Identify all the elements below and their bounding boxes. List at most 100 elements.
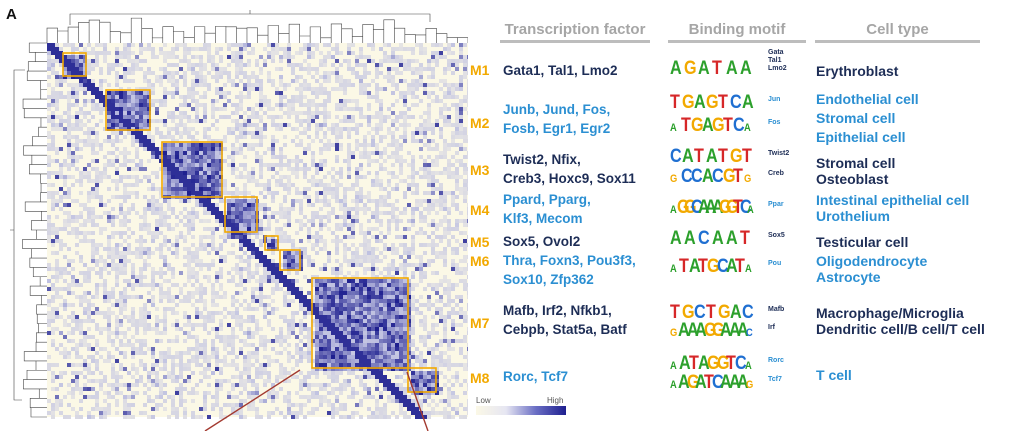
heatmap-cell	[147, 327, 151, 331]
heatmap-cell	[359, 151, 363, 155]
heatmap-cell	[235, 191, 239, 195]
heatmap-cell	[379, 195, 383, 199]
heatmap-cell	[407, 163, 411, 167]
heatmap-cell	[431, 223, 435, 227]
heatmap-cell	[311, 139, 315, 143]
heatmap-cell	[123, 263, 127, 267]
heatmap-cell	[379, 211, 383, 215]
heatmap-cell	[367, 43, 371, 47]
heatmap-cell	[227, 43, 231, 47]
heatmap-cell	[203, 103, 207, 107]
heatmap-cell	[315, 283, 319, 287]
heatmap-cell	[71, 87, 75, 91]
heatmap-cell	[371, 227, 375, 231]
heatmap-cell	[91, 79, 95, 83]
heatmap-cell	[55, 127, 59, 131]
heatmap-cell	[207, 135, 211, 139]
heatmap-cell	[143, 319, 147, 323]
heatmap-cell	[311, 91, 315, 95]
heatmap-cell	[91, 259, 95, 263]
heatmap-cell	[75, 123, 79, 127]
heatmap-cell	[119, 343, 123, 347]
heatmap-cell	[215, 91, 219, 95]
heatmap-cell	[367, 291, 371, 295]
heatmap-cell	[207, 263, 211, 267]
heatmap-cell	[247, 343, 251, 347]
heatmap-cell	[375, 183, 379, 187]
heatmap-cell	[255, 271, 259, 275]
heatmap-cell	[371, 135, 375, 139]
heatmap-cell	[123, 299, 127, 303]
heatmap-cell	[411, 307, 415, 311]
heatmap-cell	[239, 127, 243, 131]
heatmap-cell	[207, 267, 211, 271]
heatmap-cell	[331, 347, 335, 351]
heatmap-cell	[315, 91, 319, 95]
heatmap-cell	[143, 47, 147, 51]
heatmap-cell	[427, 95, 431, 99]
heatmap-cell	[79, 343, 83, 347]
heatmap-cell	[315, 67, 319, 71]
heatmap-cell	[271, 147, 275, 151]
heatmap-cell	[111, 363, 115, 367]
heatmap-cell	[123, 147, 127, 151]
heatmap-cell	[187, 151, 191, 155]
heatmap-cell	[207, 243, 211, 247]
heatmap-cell	[99, 87, 103, 91]
heatmap-cell	[95, 179, 99, 183]
heatmap-cell	[191, 175, 195, 179]
heatmap-cell	[71, 175, 75, 179]
heatmap-cell	[335, 195, 339, 199]
heatmap-cell	[55, 99, 59, 103]
heatmap-cell	[235, 319, 239, 323]
heatmap-cell	[435, 283, 439, 287]
heatmap-cell	[367, 339, 371, 343]
heatmap-cell	[391, 299, 395, 303]
heatmap-cell	[311, 211, 315, 215]
heatmap-cell	[135, 331, 139, 335]
heatmap-cell	[415, 127, 419, 131]
heatmap-cell	[451, 327, 455, 331]
heatmap-cell	[187, 251, 191, 255]
heatmap-cell	[75, 347, 79, 351]
heatmap-cell	[163, 239, 167, 243]
heatmap-cell	[111, 251, 115, 255]
heatmap-cell	[399, 351, 403, 355]
heatmap-cell	[67, 131, 71, 135]
heatmap-cell	[351, 311, 355, 315]
heatmap-cell	[311, 307, 315, 311]
heatmap-cell	[239, 255, 243, 259]
heatmap-cell	[131, 111, 135, 115]
heatmap-cell	[247, 319, 251, 323]
heatmap-cell	[387, 291, 391, 295]
heatmap-cell	[387, 287, 391, 291]
heatmap-cell	[439, 315, 443, 319]
heatmap-cell	[379, 71, 383, 75]
heatmap-cell	[163, 291, 167, 295]
heatmap-cell	[331, 55, 335, 59]
heatmap-cell	[287, 159, 291, 163]
heatmap-cell	[151, 267, 155, 271]
heatmap-cell	[451, 319, 455, 323]
heatmap-cell	[147, 255, 151, 259]
heatmap-cell	[75, 179, 79, 183]
heatmap-cell	[463, 247, 467, 251]
heatmap-cell	[431, 131, 435, 135]
heatmap-cell	[163, 179, 167, 183]
heatmap-cell	[47, 311, 51, 315]
heatmap-cell	[271, 247, 275, 251]
heatmap-cell	[139, 275, 143, 279]
heatmap-cell	[263, 187, 267, 191]
heatmap-cell	[147, 227, 151, 231]
heatmap-cell	[391, 55, 395, 59]
heatmap-cell	[199, 167, 203, 171]
heatmap-cell	[199, 159, 203, 163]
heatmap-cell	[75, 75, 79, 79]
heatmap-cell	[363, 351, 367, 355]
heatmap-cell	[203, 83, 207, 87]
heatmap-cell	[319, 319, 323, 323]
heatmap-cell	[431, 283, 435, 287]
heatmap-cell	[75, 115, 79, 119]
heatmap-cell	[351, 227, 355, 231]
heatmap-cell	[307, 235, 311, 239]
